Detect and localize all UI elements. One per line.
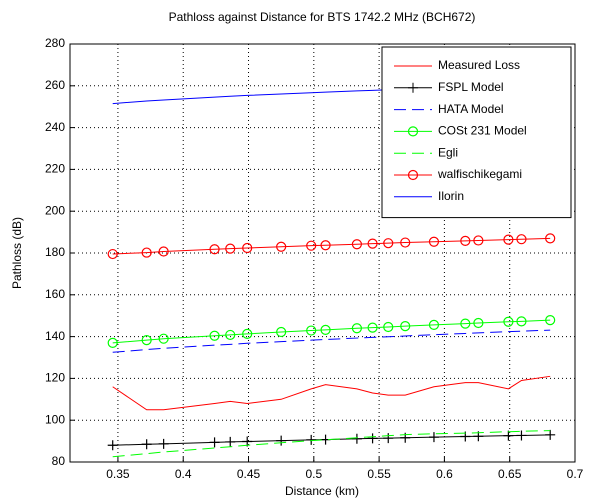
data-point [383, 433, 394, 444]
data-point [460, 235, 471, 246]
x-tick-label: 0.6 [436, 467, 453, 481]
data-point [242, 328, 253, 339]
y-tick-label: 280 [45, 36, 65, 50]
data-point [107, 440, 118, 451]
y-tick-label: 160 [45, 287, 65, 301]
data-point [428, 236, 440, 247]
data-point [158, 438, 169, 449]
y-tick-label: 100 [45, 412, 65, 426]
x-axis-label: Distance (km) [285, 484, 359, 498]
data-point [209, 244, 220, 255]
data-point [242, 242, 253, 254]
data-point [276, 326, 287, 338]
series-line [112, 329, 551, 353]
series-line [112, 237, 551, 255]
data-point [351, 433, 362, 444]
data-point [503, 234, 514, 245]
y-tick-label: 240 [45, 120, 65, 134]
data-point [503, 430, 514, 441]
data-point [107, 248, 118, 260]
series-line [112, 375, 551, 411]
data-point [158, 333, 169, 344]
data-point [516, 234, 527, 245]
data-point [225, 436, 236, 447]
data-point [383, 321, 394, 333]
y-tick-label: 80 [52, 454, 66, 468]
data-point [367, 322, 378, 333]
data-point [209, 330, 220, 341]
data-point [351, 239, 363, 250]
data-point [367, 238, 378, 249]
y-tick-label: 220 [45, 162, 65, 176]
data-point [320, 324, 331, 336]
y-axis-label: Pathloss (dB) [10, 217, 24, 289]
data-point [383, 238, 394, 249]
data-point [276, 435, 287, 446]
y-tick-label: 120 [45, 371, 65, 385]
y-tick-label: 260 [45, 78, 65, 92]
legend-marker [408, 82, 418, 93]
data-point [400, 237, 411, 248]
x-tick-label: 0.4 [175, 467, 192, 481]
data-point [225, 329, 236, 341]
data-point [545, 314, 556, 326]
data-point [306, 240, 317, 251]
data-point [351, 323, 363, 334]
legend-marker [407, 169, 419, 181]
data-point [473, 317, 484, 329]
series-line [112, 430, 551, 458]
data-point [516, 316, 527, 327]
data-point [158, 246, 169, 257]
x-tick-label: 0.65 [498, 467, 522, 481]
x-tick-label: 0.55 [367, 467, 391, 481]
legend-label: Egli [438, 145, 458, 159]
data-point [225, 243, 236, 254]
chart-title: Pathloss against Distance for BTS 1742.2… [169, 10, 476, 24]
y-tick-label: 200 [45, 203, 65, 217]
x-tick-label: 0.35 [106, 467, 130, 481]
data-point [276, 241, 287, 252]
legend-label: walfischikegami [437, 167, 522, 181]
data-point [460, 318, 471, 329]
legend-marker [407, 126, 419, 137]
legend: Measured Loss FSPL Model HATA Model COSt 23… [381, 46, 572, 219]
y-tick-label: 180 [45, 245, 65, 259]
data-point [545, 233, 556, 244]
series-line [112, 319, 551, 344]
legend-label: Ilorin [438, 189, 464, 203]
axes-frame [69, 43, 576, 463]
data-point [306, 325, 317, 336]
data-point [503, 316, 514, 327]
data-point [209, 437, 220, 448]
x-tick-label: 0.5 [305, 467, 322, 481]
data-point [428, 319, 440, 330]
data-point [367, 433, 378, 444]
data-point [400, 321, 411, 332]
data-point [141, 335, 152, 346]
data-point [473, 235, 484, 246]
legend-label: HATA Model [438, 102, 504, 116]
data-point [428, 432, 439, 443]
x-tick-label: 0.45 [237, 467, 261, 481]
legend-box [381, 46, 572, 219]
legend-label: COSt 231 Model [438, 124, 527, 138]
data-point [306, 434, 317, 445]
legend-label: Measured Loss [438, 58, 520, 72]
data-point [320, 240, 331, 251]
data-point [141, 247, 152, 258]
y-tick-label: 140 [45, 329, 65, 343]
data-point [107, 337, 118, 348]
data-point [141, 439, 152, 450]
x-tick-label: 0.7 [567, 467, 584, 481]
data-point [545, 429, 556, 440]
data-point [516, 430, 527, 441]
legend-label: FSPL Model [438, 80, 504, 94]
